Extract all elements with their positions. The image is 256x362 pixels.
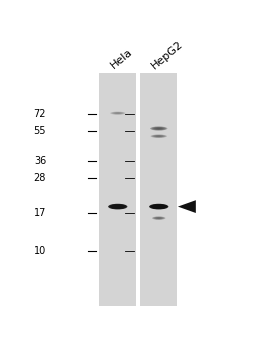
Ellipse shape xyxy=(155,135,162,137)
Ellipse shape xyxy=(111,112,124,114)
Text: 17: 17 xyxy=(34,208,46,218)
Text: 55: 55 xyxy=(34,126,46,136)
Ellipse shape xyxy=(155,217,162,219)
Ellipse shape xyxy=(154,127,164,130)
Polygon shape xyxy=(178,200,196,213)
Ellipse shape xyxy=(152,205,165,209)
Ellipse shape xyxy=(157,128,161,129)
Ellipse shape xyxy=(112,112,123,114)
Ellipse shape xyxy=(155,206,163,208)
Ellipse shape xyxy=(110,204,126,209)
Text: 72: 72 xyxy=(34,109,46,119)
Ellipse shape xyxy=(154,217,163,219)
Ellipse shape xyxy=(114,112,122,114)
Ellipse shape xyxy=(115,206,120,207)
Ellipse shape xyxy=(116,113,120,114)
Ellipse shape xyxy=(151,127,166,130)
Text: 28: 28 xyxy=(34,173,46,184)
Bar xyxy=(99,73,136,307)
Ellipse shape xyxy=(151,135,167,138)
Ellipse shape xyxy=(114,206,122,208)
Ellipse shape xyxy=(156,218,161,219)
Ellipse shape xyxy=(153,135,164,137)
Ellipse shape xyxy=(157,218,161,219)
Ellipse shape xyxy=(108,204,127,209)
Text: HepG2: HepG2 xyxy=(150,39,185,71)
Ellipse shape xyxy=(156,206,161,207)
Text: Hela: Hela xyxy=(109,47,135,71)
Bar xyxy=(140,73,177,307)
Text: 36: 36 xyxy=(34,156,46,165)
Ellipse shape xyxy=(110,111,125,115)
Ellipse shape xyxy=(149,204,168,209)
Ellipse shape xyxy=(153,127,165,130)
Ellipse shape xyxy=(152,135,166,138)
Ellipse shape xyxy=(155,128,162,129)
Text: 10: 10 xyxy=(34,247,46,256)
Ellipse shape xyxy=(154,135,163,137)
Ellipse shape xyxy=(115,113,121,114)
Ellipse shape xyxy=(112,205,123,208)
Ellipse shape xyxy=(150,126,167,131)
Ellipse shape xyxy=(111,205,124,209)
Ellipse shape xyxy=(153,205,164,208)
Ellipse shape xyxy=(152,216,165,220)
Ellipse shape xyxy=(151,204,167,209)
Ellipse shape xyxy=(153,217,164,219)
